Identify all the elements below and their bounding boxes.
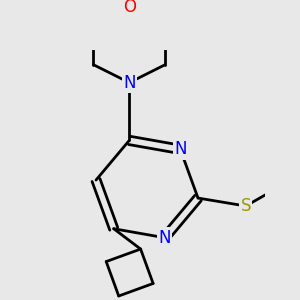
Text: O: O bbox=[123, 0, 136, 16]
Text: S: S bbox=[241, 197, 251, 215]
Text: N: N bbox=[123, 74, 136, 92]
Text: N: N bbox=[174, 140, 187, 158]
Text: N: N bbox=[158, 229, 171, 247]
